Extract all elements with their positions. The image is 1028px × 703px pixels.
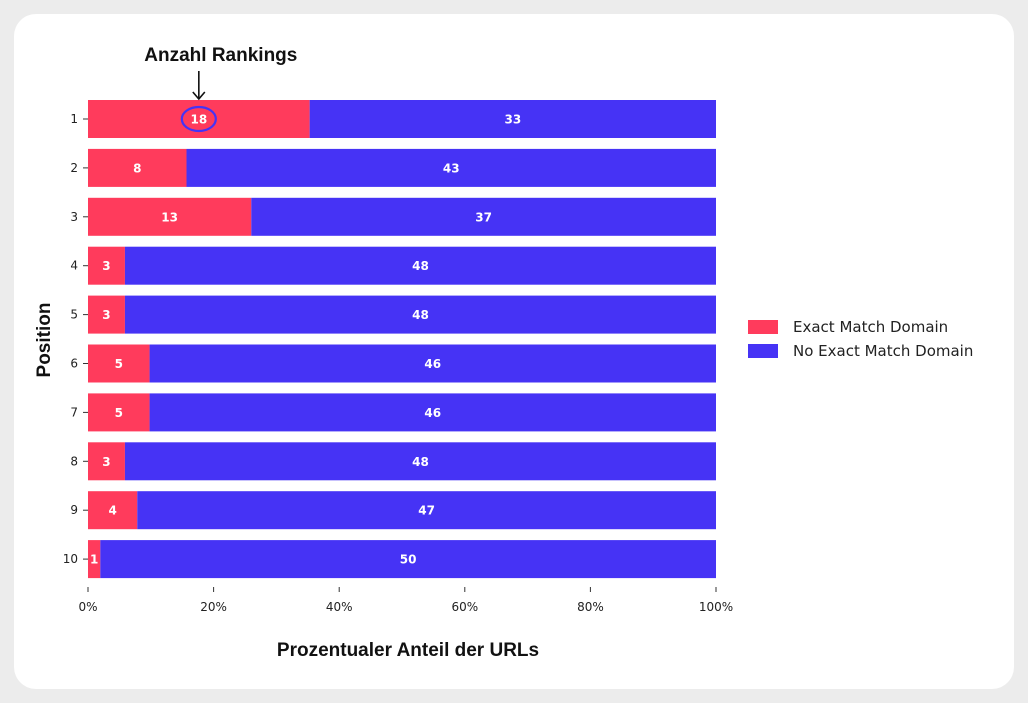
bar-segment [124,246,717,285]
legend-label: Exact Match Domain [793,318,948,336]
annotation-arrow-head [192,91,206,101]
y-tick-label: 9 [70,503,78,517]
bar-value-label: 3 [102,308,110,322]
bar-value-label: 1 [90,553,98,567]
legend-label: No Exact Match Domain [793,342,973,360]
bar-value-label: 46 [424,357,441,371]
bar-value-label: 18 [190,113,207,127]
x-tick-label: 0% [78,600,97,614]
y-axis-title: Position [34,303,55,378]
bar-segment [309,100,716,138]
bar-labels-group: 18 33 8 43 13 37 3 48 3 48 5 46 5 46 3 48 4 47 1 50 [90,113,521,567]
bar-segment [124,295,717,334]
bar-value-label: 33 [504,113,521,127]
y-tick-label: 6 [70,357,78,371]
bar-value-label: 3 [102,455,110,469]
y-tick-label: 1 [70,112,78,126]
x-tick-label: 20% [200,600,227,614]
bar-value-label: 4 [108,504,116,518]
y-tick-label: 2 [70,161,78,175]
y-tick-label: 10 [63,552,78,566]
bar-value-label: 37 [475,210,492,224]
annotation-label: Anzahl Rankings [144,45,297,66]
chart-card: 18 33 8 43 13 37 3 48 3 48 5 46 5 46 3 48 4 47 1 50 1 2 3 4 5 6 7… [14,14,1014,689]
bar-segment [149,393,717,432]
x-axis: 0% 20% 40% 60% 80% 100% [78,587,733,614]
bar-segment [88,442,125,481]
bar-segment [88,393,150,432]
y-tick-label: 7 [70,405,78,419]
x-tick-label: 40% [326,600,353,614]
bar-segment [251,197,716,236]
y-tick-label: 4 [70,259,78,273]
bar-value-label: 5 [115,357,123,371]
legend: Exact Match Domain No Exact Match Domain [748,318,973,360]
legend-swatch [748,344,778,358]
bar-segment [100,540,717,579]
bar-value-label: 43 [443,161,460,175]
bar-value-label: 5 [115,406,123,420]
bars-group [88,100,717,579]
bar-segment [88,246,125,285]
bar-value-label: 48 [412,259,429,273]
bar-segment [137,491,717,530]
x-tick-label: 100% [699,600,733,614]
bar-value-label: 48 [412,455,429,469]
bar-value-label: 8 [133,161,141,175]
annotation: Anzahl Rankings [144,45,297,133]
bar-value-label: 47 [418,504,435,518]
annotation-highlight-circle [180,105,217,133]
bar-value-label: 13 [161,210,178,224]
y-tick-label: 5 [70,308,78,322]
y-tick-label: 3 [70,210,78,224]
legend-swatch [748,320,778,334]
bar-segment [124,442,717,481]
bar-segment [88,197,252,236]
bar-segment [88,540,101,579]
bar-value-label: 48 [412,308,429,322]
bar-segment [186,148,716,187]
x-tick-label: 80% [577,600,604,614]
y-tick-label: 8 [70,454,78,468]
bar-segment [149,344,717,383]
bar-segment [88,148,187,187]
bar-segment [88,344,150,383]
bar-value-label: 3 [102,259,110,273]
bar-segment [88,295,125,334]
bar-value-label: 50 [400,553,417,567]
x-tick-label: 60% [451,600,478,614]
stacked-bar-chart: 18 33 8 43 13 37 3 48 3 48 5 46 5 46 3 48 4 47 1 50 1 2 3 4 5 6 7… [34,45,973,661]
y-axis: 1 2 3 4 5 6 7 8 9 10 [63,112,88,566]
x-axis-title: Prozentualer Anteil der URLs [277,640,539,661]
bar-segment [88,491,138,530]
bar-value-label: 46 [424,406,441,420]
